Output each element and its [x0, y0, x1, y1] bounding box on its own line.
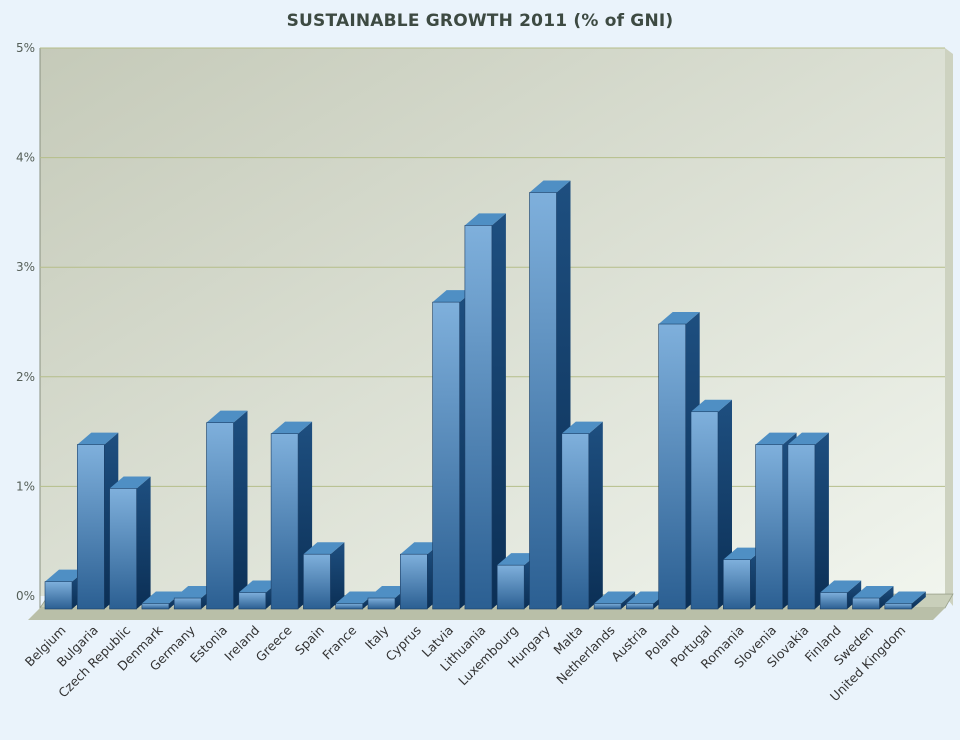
- bar-top: [594, 591, 636, 604]
- bar-top: [884, 591, 926, 604]
- bar-front: [658, 323, 687, 610]
- bar-front: [335, 603, 364, 610]
- bar-front: [270, 433, 299, 610]
- bar-top: [77, 432, 119, 445]
- bar-top: [723, 547, 765, 560]
- bar-top: [400, 542, 442, 555]
- bar-side: [847, 580, 862, 609]
- bar-top: [691, 399, 732, 412]
- bar-top: [561, 421, 603, 434]
- bar-top: [658, 312, 700, 325]
- bar-front: [819, 592, 848, 610]
- bar-top: [335, 591, 377, 604]
- bar-top: [238, 580, 280, 593]
- chart-title: SUSTAINABLE GROWTH 2011 (% of GNI): [286, 11, 674, 31]
- bar-top: [174, 586, 216, 599]
- x-tick-label: Greece: [253, 622, 295, 664]
- bar-front: [884, 603, 913, 610]
- x-tick-label: Cyprus: [382, 623, 423, 664]
- bar-top: [497, 553, 539, 566]
- plot-right-wall: [945, 48, 953, 606]
- bar-top: [432, 290, 474, 303]
- bar: [206, 410, 248, 610]
- bar-front: [787, 444, 816, 610]
- bar-front: [690, 411, 719, 610]
- y-tick-label: 5%: [16, 41, 35, 55]
- bar-front: [432, 301, 460, 610]
- bar-top: [755, 432, 797, 445]
- bar-front: [399, 553, 428, 610]
- bar-front: [852, 597, 880, 610]
- bar-front: [44, 581, 73, 610]
- bar-top: [820, 580, 862, 593]
- bar-top: [109, 476, 151, 489]
- bar-side: [491, 213, 506, 609]
- bar: [464, 213, 506, 610]
- bar-side: [814, 432, 829, 609]
- chart-floor-front: [28, 608, 945, 620]
- bar-top: [303, 542, 345, 555]
- bar-front: [496, 564, 525, 610]
- bar: [852, 586, 894, 610]
- y-tick-label: 4%: [16, 151, 35, 165]
- bar-side: [879, 586, 894, 609]
- bar-front: [561, 433, 590, 610]
- bar: [787, 432, 829, 610]
- bar-front: [173, 597, 202, 610]
- bar-top: [45, 569, 86, 582]
- bar-front: [722, 559, 751, 610]
- bar-side: [330, 542, 345, 609]
- bar-top: [271, 421, 313, 434]
- y-tick-label: 1%: [16, 479, 35, 493]
- bar-front: [77, 444, 105, 610]
- bar-top: [626, 591, 668, 604]
- y-tick-label: 0%: [16, 589, 35, 603]
- bar: [884, 591, 926, 610]
- bar: [561, 421, 603, 610]
- bar-side: [621, 591, 636, 609]
- bar-front: [109, 488, 137, 610]
- bar-front: [367, 597, 396, 610]
- bar-side: [911, 591, 926, 609]
- bar-front: [626, 603, 654, 610]
- bar: [593, 591, 636, 610]
- x-tick-label: Austria: [608, 623, 650, 665]
- y-tick-label: 2%: [16, 370, 35, 384]
- bar-top: [529, 180, 571, 193]
- bar: [819, 580, 862, 610]
- bar-front: [141, 603, 170, 610]
- bar-front: [238, 592, 267, 610]
- bar: [270, 421, 313, 610]
- bar-side: [588, 421, 603, 609]
- bar-top: [206, 410, 248, 423]
- bar-top: [464, 213, 506, 226]
- x-tick-label: France: [319, 622, 359, 662]
- bar-front: [464, 225, 493, 610]
- bar-front: [593, 603, 622, 610]
- bar: [303, 542, 345, 610]
- bar-top: [787, 432, 829, 445]
- bar-top: [368, 586, 409, 599]
- y-tick-label: 3%: [16, 260, 35, 274]
- bar-top: [852, 586, 894, 599]
- bar-front: [529, 192, 557, 610]
- bar-side: [136, 476, 151, 609]
- bar-top: [141, 591, 183, 604]
- bar-side: [233, 410, 248, 609]
- bar-front: [755, 444, 783, 610]
- bar: [109, 476, 151, 610]
- bar-front: [206, 422, 234, 610]
- bar-front: [303, 553, 331, 610]
